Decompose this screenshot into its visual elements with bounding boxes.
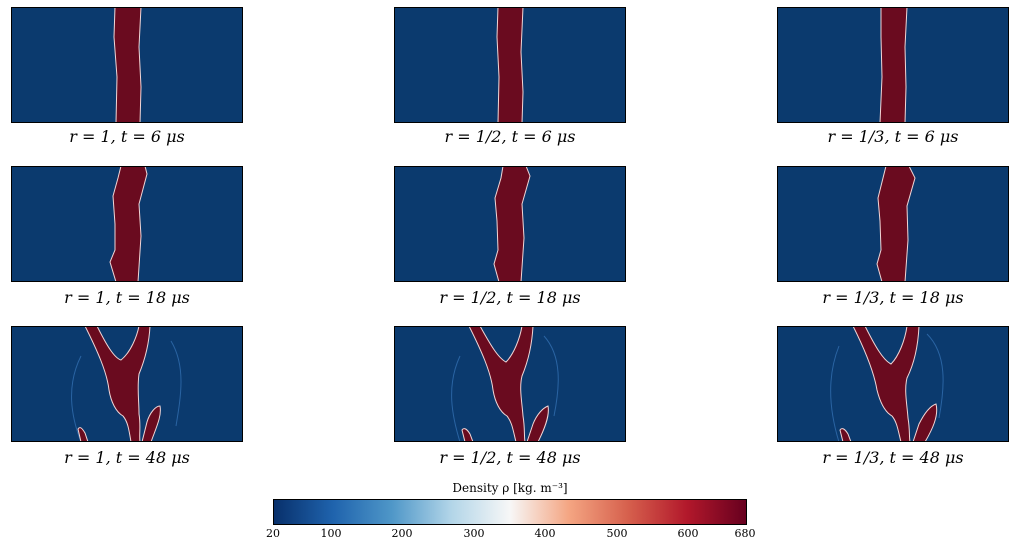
panel-r1-3-t48 xyxy=(777,326,1009,442)
panel-caption: r = 1, t = 18 μs xyxy=(64,288,190,307)
colorbar-tick-label: 20 xyxy=(266,527,280,540)
panel-r1-2-t48 xyxy=(394,326,626,442)
colorbar-tick-label: 100 xyxy=(320,527,342,540)
colorbar-tick-label: 300 xyxy=(463,527,485,540)
panel-caption: r = 1/2, t = 18 μs xyxy=(439,288,581,307)
colorbar-tick-label: 600 xyxy=(677,527,699,540)
panel-r1-t48 xyxy=(11,326,243,442)
panel-r1-t6 xyxy=(11,7,243,123)
panel-r1-t18 xyxy=(11,166,243,282)
panel-caption: r = 1/3, t = 18 μs xyxy=(822,288,964,307)
colorbar-tick-label: 400 xyxy=(534,527,556,540)
panel-r1-3-t6 xyxy=(777,7,1009,123)
panel-caption: r = 1/3, t = 48 μs xyxy=(822,448,964,467)
panel-caption: r = 1/2, t = 48 μs xyxy=(439,448,581,467)
colorbar xyxy=(273,499,747,525)
panel-caption: r = 1/3, t = 6 μs xyxy=(827,127,959,146)
panel-r1-3-t18 xyxy=(777,166,1009,282)
panel-caption: r = 1, t = 6 μs xyxy=(69,127,185,146)
colorbar-tick-label: 680 xyxy=(734,527,756,540)
colorbar-tick-label: 200 xyxy=(391,527,413,540)
panel-r1-2-t6 xyxy=(394,7,626,123)
panel-caption: r = 1, t = 48 μs xyxy=(64,448,190,467)
panel-caption: r = 1/2, t = 6 μs xyxy=(444,127,576,146)
colorbar-title: Density ρ [kg. m⁻³] xyxy=(452,481,568,495)
colorbar-tick-label: 500 xyxy=(606,527,628,540)
panel-r1-2-t18 xyxy=(394,166,626,282)
